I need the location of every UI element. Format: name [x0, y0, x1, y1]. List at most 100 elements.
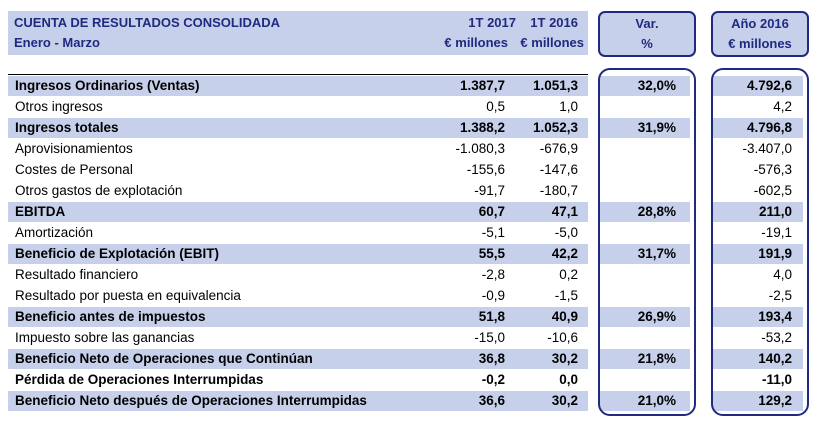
table-row: Ingresos totales 1.388,2 1.052,3 31,9% 4.796… — [8, 117, 811, 138]
value-1t2016: 1.052,3 — [532, 120, 578, 135]
value-1t2016: 0,0 — [559, 372, 578, 387]
row-highlight — [713, 244, 803, 264]
row-highlight — [8, 349, 588, 369]
table-row: Amortización -5,1 -5,0 -19,1 — [8, 222, 811, 243]
value-1t2017: -5,1 — [481, 225, 505, 240]
value-year2016: 211,0 — [758, 204, 792, 219]
table-row: Ingresos Ordinarios (Ventas) 1.387,7 1.051… — [8, 75, 811, 96]
row-highlight — [8, 118, 588, 138]
table-title: CUENTA DE RESULTADOS CONSOLIDADA — [14, 15, 281, 30]
row-label: Aprovisionamientos — [15, 141, 133, 156]
value-1t2016: -10,6 — [547, 330, 578, 345]
value-year2016: -3.407,0 — [742, 141, 792, 156]
row-highlight — [713, 76, 803, 96]
table-row: Otros gastos de explotación -91,7 -180,7 -6… — [8, 180, 811, 201]
row-highlight — [8, 76, 588, 96]
row-highlight — [8, 202, 588, 222]
value-var: 31,7% — [637, 246, 676, 261]
value-1t2016: 0,2 — [559, 267, 578, 282]
value-1t2016: 42,2 — [551, 246, 578, 261]
col-unit-1t2016: € millones — [520, 35, 584, 50]
value-1t2017: 1.387,7 — [459, 78, 505, 93]
value-1t2017: -91,7 — [474, 183, 505, 198]
col-header-1t2016: 1T 2016 — [530, 15, 578, 30]
row-label: Otros gastos de explotación — [15, 183, 183, 198]
value-1t2016: -5,0 — [554, 225, 578, 240]
value-var: 28,8% — [637, 204, 676, 219]
row-highlight — [600, 118, 690, 138]
row-highlight — [600, 349, 690, 369]
value-1t2017: 1.388,2 — [459, 120, 505, 135]
value-var: 32,0% — [637, 78, 676, 93]
row-label: Beneficio Neto de Operaciones que Contin… — [15, 351, 313, 366]
value-year2016: -576,3 — [753, 162, 792, 177]
row-label: Otros ingresos — [15, 99, 103, 114]
value-year2016: 4,0 — [773, 267, 792, 282]
var-column-header: Var. % — [598, 11, 696, 57]
value-year2016: 4,2 — [773, 99, 792, 114]
row-label: Resultado financiero — [15, 267, 139, 282]
value-var: 26,9% — [637, 309, 676, 324]
row-highlight — [713, 391, 803, 411]
value-1t2017: -0,2 — [481, 372, 505, 387]
value-year2016: -11,0 — [761, 372, 792, 387]
table-row: EBITDA 60,7 47,1 28,8% 211,0 — [8, 201, 811, 222]
value-var: 21,8% — [637, 351, 676, 366]
row-label: EBITDA — [15, 204, 66, 219]
header-divider — [8, 74, 588, 75]
value-year2016: -2,5 — [768, 288, 792, 303]
value-1t2017: -2,8 — [481, 267, 505, 282]
row-label: Resultado por puesta en equivalencia — [15, 288, 241, 303]
value-1t2016: 1,0 — [559, 99, 578, 114]
value-year2016: 4.792,6 — [746, 78, 792, 93]
value-year2016: -602,5 — [753, 183, 792, 198]
table-row: Beneficio antes de impuestos 51,8 40,9 26,9… — [8, 306, 811, 327]
row-label: Pérdida de Operaciones Interrumpidas — [15, 372, 264, 387]
row-highlight — [713, 307, 803, 327]
value-1t2016: 1.051,3 — [532, 78, 578, 93]
row-label: Costes de Personal — [15, 162, 133, 177]
value-var: 21,0% — [637, 393, 676, 408]
value-1t2016: 30,2 — [551, 351, 578, 366]
value-1t2017: 0,5 — [486, 99, 505, 114]
value-1t2016: 47,1 — [551, 204, 578, 219]
value-1t2017: -155,6 — [466, 162, 505, 177]
row-label: Ingresos Ordinarios (Ventas) — [15, 78, 200, 93]
row-highlight — [600, 307, 690, 327]
value-1t2016: 40,9 — [551, 309, 578, 324]
table-row: Pérdida de Operaciones Interrumpidas -0,2… — [8, 369, 811, 390]
row-label: Beneficio de Explotación (EBIT) — [15, 246, 220, 261]
value-1t2017: -15,0 — [474, 330, 505, 345]
table-row: Costes de Personal -155,6 -147,6 -576,3 — [8, 159, 811, 180]
table-row: Resultado por puesta en equivalencia -0,9… — [8, 285, 811, 306]
row-label: Beneficio Neto después de Operaciones In… — [15, 393, 367, 408]
value-year2016: 191,9 — [758, 246, 792, 261]
row-highlight — [8, 307, 588, 327]
value-year2016: 140,2 — [758, 351, 792, 366]
var-column-frame — [598, 68, 696, 416]
value-1t2017: 51,8 — [478, 309, 505, 324]
table-row: Beneficio de Explotación (EBIT) 55,5 42,2 3… — [8, 243, 811, 264]
value-year2016: 193,4 — [758, 309, 792, 324]
value-1t2017: 36,8 — [478, 351, 505, 366]
value-1t2017: -0,9 — [481, 288, 505, 303]
value-year2016: 4.796,8 — [746, 120, 792, 135]
row-label: Amortización — [15, 225, 94, 240]
year-column-header: Año 2016 € millones — [711, 11, 809, 57]
col-unit-year2016: € millones — [728, 36, 792, 51]
table-header: CUENTA DE RESULTADOS CONSOLIDADA Enero -… — [8, 11, 588, 55]
value-1t2017: 36,6 — [478, 393, 505, 408]
value-1t2016: 30,2 — [551, 393, 578, 408]
row-highlight — [8, 391, 588, 411]
year-column-frame — [711, 68, 809, 416]
row-highlight — [600, 202, 690, 222]
row-label: Impuesto sobre las ganancias — [15, 330, 195, 345]
value-1t2017: 60,7 — [478, 204, 505, 219]
value-var: 31,9% — [637, 120, 676, 135]
results-table-body: Ingresos Ordinarios (Ventas) 1.387,7 1.051… — [8, 75, 811, 411]
value-1t2017: -1.080,3 — [455, 141, 505, 156]
col-header-var: Var. — [635, 16, 659, 31]
row-highlight — [600, 244, 690, 264]
row-label: Beneficio antes de impuestos — [15, 309, 206, 324]
value-1t2016: -147,6 — [539, 162, 578, 177]
